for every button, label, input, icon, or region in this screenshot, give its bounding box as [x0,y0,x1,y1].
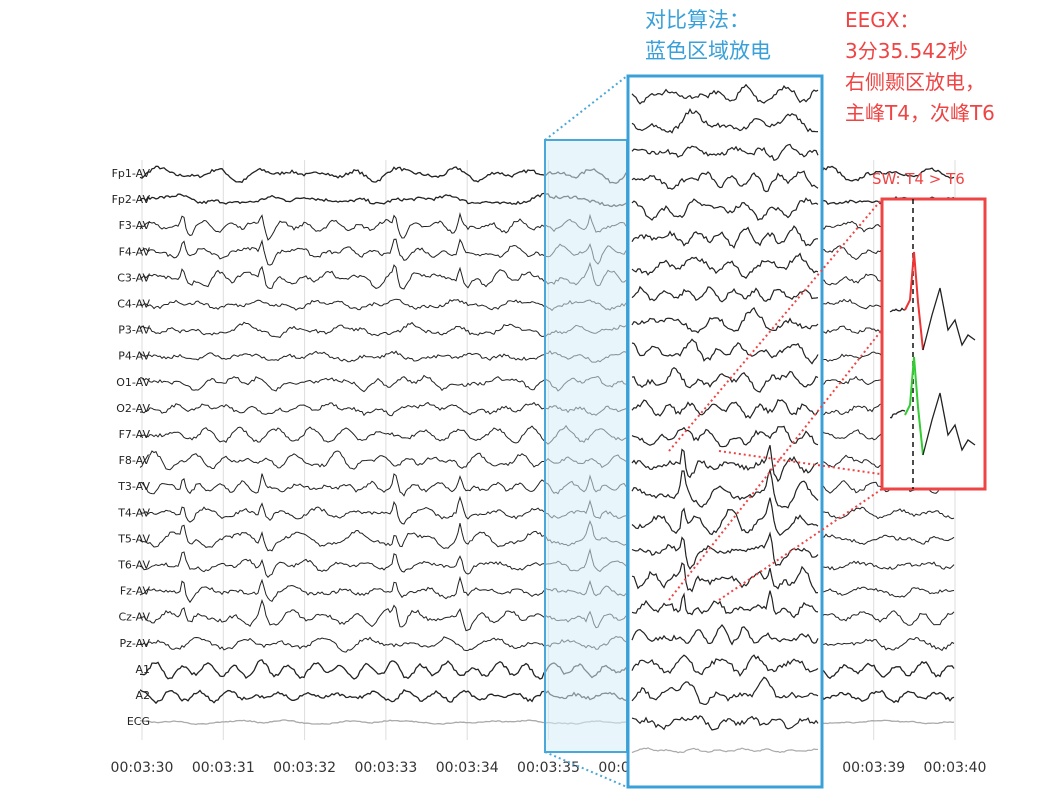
zoom-trace [631,306,819,334]
zoom-trace [631,197,819,221]
channel-label: C3-AV [117,271,150,284]
blue-region [544,139,628,753]
zoom-traces [631,83,819,754]
zoom-trace [631,83,819,105]
time-label: 00:03:35 [517,760,580,776]
note-line: EEGX： [845,8,919,32]
channel-label: F8-AV [119,454,151,467]
channel-label: P3-AV [118,324,150,337]
channel-label: T5-AV [117,532,150,545]
channel-labels: Fp1-AV Fp2-AV F3-AV F4-AV C3-AV C4-AV P3-AV P4-… [112,167,151,728]
detail-traces [889,251,976,456]
channel-label: C4-AV [117,298,150,311]
channel-label: Pz-AV [120,637,151,650]
channel-label: F7-AV [119,428,151,441]
detail-trace [889,409,906,419]
channel-label: A2 [135,689,150,702]
zoom-trace [631,285,819,303]
channel-label: A1 [135,663,150,676]
channel-label: ECG [127,715,150,728]
zoom-trace [631,747,819,754]
zoom-trace [631,445,819,483]
channel-label: Fp1-AV [112,167,151,180]
detail-spike [904,356,924,456]
note-line: 主峰T4，次峰T6 [845,101,995,125]
channel-label: Fz-AV [120,585,151,598]
zoom-trace [631,531,819,570]
red-zoom-box [880,197,987,491]
zoom-trace [631,497,819,537]
zoom-trace [631,338,819,365]
zoom-trace [631,468,819,509]
detail-label: SW: T4 > T6 [872,170,965,188]
note-line: 蓝色区域放电 [645,39,771,63]
zoom-trace [631,170,819,193]
channel-label: T3-AV [117,480,150,493]
channel-label: F3-AV [119,219,151,232]
detail-trace [922,287,976,351]
channel-label: F4-AV [119,245,151,258]
channel-label: O2-AV [116,402,150,415]
channel-label: O1-AV [116,376,150,389]
channel-label: T6-AV [117,559,150,572]
time-labels: 00:03:30 00:03:31 00:03:32 00:03:33 00:03:34… [111,760,987,776]
zoom-trace [631,676,819,706]
time-label: 00:03:33 [354,760,417,776]
channel-label: Fp2-AV [112,193,151,206]
zoom-trace [631,143,819,162]
channel-label: P4-AV [118,350,150,363]
note-line: 右侧颞区放电， [845,70,985,94]
zoom-trace [631,398,819,420]
zoom-trace [631,225,818,249]
time-label: 00:03:40 [924,760,987,776]
channel-label: T4-AV [117,506,150,519]
detail-trace [889,307,906,313]
time-label: 00:03:39 [842,760,905,776]
time-label: 00:03:32 [273,760,336,776]
zoom-trace [631,624,819,646]
time-label: 00:03:30 [111,760,174,776]
detail-trace [922,392,976,456]
zoom-line [544,75,628,141]
note-line: 3分35.542秒 [845,39,968,63]
time-label: 00:03:34 [436,760,499,776]
zoom-trace [631,562,819,594]
detail-spike [904,251,924,351]
zoom-trace [631,654,819,677]
zoom-trace [631,366,819,393]
note-line: 对比算法： [645,8,750,32]
time-label: 00:03:31 [192,760,255,776]
zoom-trace [631,108,819,134]
blue-zoom-box [626,74,824,789]
channel-label: Cz-AV [118,611,150,624]
zoom-trace [631,425,819,448]
zoom-trace [631,252,819,279]
zoom-trace [631,715,819,731]
zoom-trace [631,590,819,619]
